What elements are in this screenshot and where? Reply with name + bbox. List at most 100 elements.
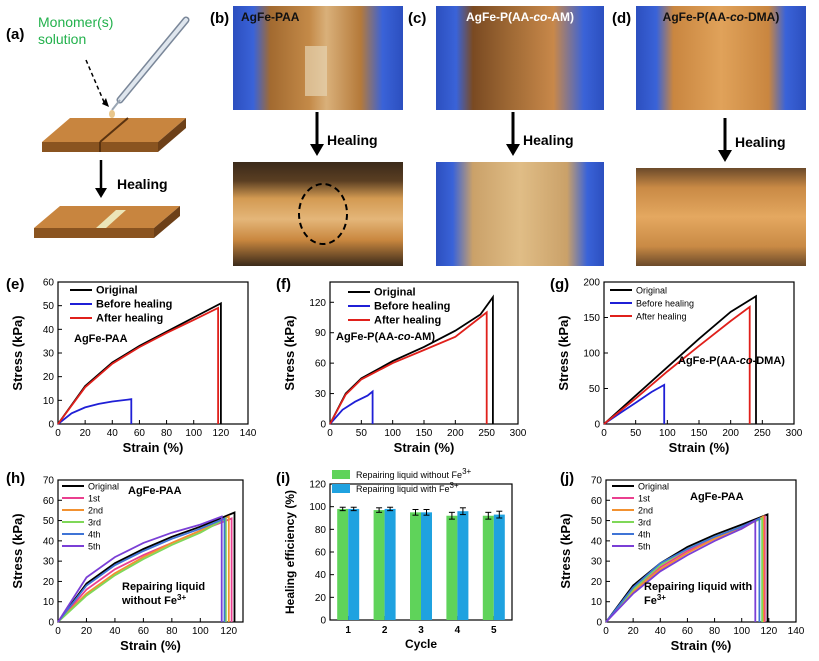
series-line-original xyxy=(57,511,236,623)
y-tick-label: 50 xyxy=(43,301,55,312)
y-tick-label: 10 xyxy=(591,597,603,608)
x-tick-label: 60 xyxy=(138,626,150,637)
chart-annotation: AgFe-P(AA-co-DMA) xyxy=(678,355,785,367)
photo-c-title: AgFe-P(AA-co-AM) xyxy=(436,10,604,24)
panel-label-g: (g) xyxy=(550,276,570,293)
legend-label: Original xyxy=(96,285,138,297)
x-tick-label: 1 xyxy=(345,625,351,636)
series-line-before-healing xyxy=(57,398,133,425)
y-tick-label: 0 xyxy=(594,420,600,431)
legend-label: Original xyxy=(638,482,669,492)
y-tick-label: 60 xyxy=(315,548,327,559)
y-tick-label: 150 xyxy=(583,313,600,324)
y-tick-label: 20 xyxy=(43,577,55,588)
y-tick-label: 70 xyxy=(591,476,603,487)
bar xyxy=(348,508,360,620)
legend-label: After healing xyxy=(374,315,441,327)
legend-label: 3rd xyxy=(638,518,651,528)
y-tick-label: 30 xyxy=(43,349,55,360)
arrow-down-c xyxy=(506,112,520,156)
plot-frame xyxy=(57,479,244,623)
slab-split-icon xyxy=(42,117,186,152)
x-tick-label: 100 xyxy=(733,626,750,637)
x-tick-label: 0 xyxy=(55,626,61,637)
chart-annotation: AgFe-PAA xyxy=(74,333,128,345)
series-line-4th xyxy=(605,517,761,623)
y-tick-label: 60 xyxy=(43,278,55,289)
y-tick-label: 60 xyxy=(315,359,327,370)
legend-label: Original xyxy=(374,287,416,299)
photo-b-title: AgFe-PAA xyxy=(241,10,300,24)
x-tick-label: 60 xyxy=(134,428,146,439)
x-tick-label: 100 xyxy=(384,428,401,439)
x-tick-label: 100 xyxy=(192,626,209,637)
y-tick-label: 90 xyxy=(315,328,327,339)
legend-label: 1st xyxy=(638,494,651,504)
arrow-down-d xyxy=(718,118,732,162)
x-tick-label: 300 xyxy=(510,428,527,439)
x-tick-label: 80 xyxy=(161,428,173,439)
legend-label: 1st xyxy=(88,494,101,504)
y-tick-label: 40 xyxy=(43,536,55,547)
x-tick-label: 120 xyxy=(761,626,778,637)
x-axis-label: Strain (%) xyxy=(120,638,181,653)
panel-label-a: (a) xyxy=(6,26,25,43)
x-tick-label: 120 xyxy=(220,626,237,637)
photo-d-title-prefix: AgFe-P(AA- xyxy=(662,10,730,24)
chart-i: 0 20 40 60 80 100 120 1 2 3 4 5 Cycle Healing efficie… xyxy=(283,467,513,651)
series-line-original xyxy=(57,301,222,425)
y-tick-label: 100 xyxy=(309,502,326,513)
x-tick-label: 3 xyxy=(418,625,424,636)
chart-annotation: AgFe-PAA xyxy=(690,491,744,503)
bar xyxy=(373,510,385,620)
chart-h: 0 20 40 60 80 100 120 0 10 20 30 40 50 60 70 Strain (%)… xyxy=(10,476,244,653)
y-tick-label: 10 xyxy=(43,597,55,608)
legend-swatch xyxy=(332,470,350,479)
pipette-icon xyxy=(109,16,190,118)
photo-c-title-italic: co xyxy=(533,10,548,24)
legend-label: After healing xyxy=(636,312,687,322)
x-tick-label: 2 xyxy=(382,625,388,636)
series-line-before-healing xyxy=(603,383,666,425)
photo-d-after xyxy=(636,168,806,266)
x-tick-label: 0 xyxy=(603,626,609,637)
x-tick-label: 40 xyxy=(107,428,119,439)
photo-d-title: AgFe-P(AA-co-DMA) xyxy=(636,10,806,24)
bar xyxy=(421,512,432,620)
x-tick-label: 50 xyxy=(356,428,368,439)
x-tick-label: 5 xyxy=(491,625,497,636)
legend-label: Repairing liquid without Fe3+ xyxy=(356,467,472,481)
y-tick-label: 0 xyxy=(320,616,326,627)
x-tick-label: 20 xyxy=(81,626,93,637)
x-tick-label: 80 xyxy=(166,626,178,637)
y-tick-label: 70 xyxy=(43,476,55,487)
photo-c-before: AgFe-P(AA-co-AM) xyxy=(436,6,604,110)
x-tick-label: 20 xyxy=(80,428,92,439)
arrow-down-b xyxy=(310,112,324,156)
y-tick-label: 200 xyxy=(583,278,600,289)
plot-frame xyxy=(603,281,795,425)
x-tick-label: 0 xyxy=(601,428,607,439)
x-tick-label: 80 xyxy=(709,626,721,637)
panel-label-i: (i) xyxy=(276,470,291,487)
y-tick-label: 20 xyxy=(315,593,327,604)
y-tick-label: 0 xyxy=(320,420,326,431)
chart-note-line1: Repairing liquid with xyxy=(644,581,752,593)
x-tick-label: 200 xyxy=(447,428,464,439)
healed-region-outline xyxy=(298,183,348,245)
y-axis-label: Stress (kPa) xyxy=(556,315,571,390)
x-tick-label: 300 xyxy=(786,428,803,439)
healing-label-a: Healing xyxy=(117,176,168,192)
bar xyxy=(493,514,505,620)
chart-annotation: AgFe-P(AA-co-AM) xyxy=(336,331,435,343)
series-line-2nd xyxy=(605,514,765,623)
x-tick-label: 50 xyxy=(630,428,642,439)
x-axis-label: Strain (%) xyxy=(671,638,732,653)
bar xyxy=(337,508,349,620)
panel-label-e: (e) xyxy=(6,276,25,293)
chart-annotation: AgFe-PAA xyxy=(128,485,182,497)
y-axis-label: Stress (kPa) xyxy=(10,315,25,390)
plot-frame xyxy=(605,479,797,623)
panel-label-j: (j) xyxy=(560,470,575,487)
healing-label-b: Healing xyxy=(327,132,378,148)
